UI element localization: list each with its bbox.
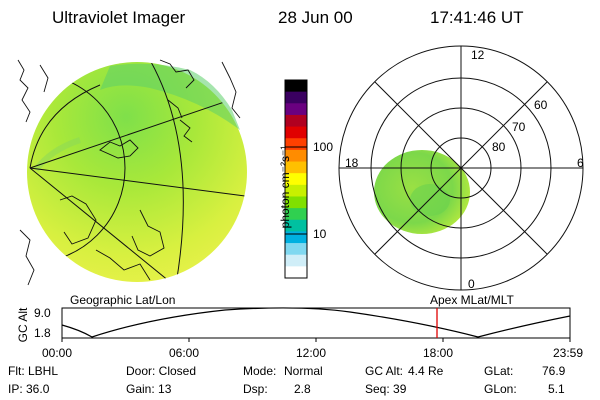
colorbar-swatch [285,173,307,186]
colorbar-swatch [285,126,307,139]
colorbar-swatch [285,149,307,163]
colorbar-swatch [285,196,307,209]
status-glon-value: 5.1 [548,382,565,396]
colorbar-swatch [285,208,307,221]
colorbar-swatches [285,80,307,279]
colorbar-swatch [285,114,307,128]
colorbar-swatch [285,161,307,174]
status-glat-value: 76.9 [542,364,566,378]
status-dsp-value: 2.8 [294,382,311,396]
mlt-label-12: 12 [471,48,485,62]
colorbar-swatch [285,219,307,232]
status-glat-label: GLat: [484,364,514,378]
mlt-label-18: 18 [345,156,359,170]
status-glon-label: GLon: [484,382,517,396]
date-label: 28 Jun 00 [278,8,353,27]
lat-label-70: 70 [512,120,526,134]
status-door: Door: Closed [126,364,197,378]
status-mode-value: Normal [284,364,323,378]
status-dsp-label: Dsp: [243,382,268,396]
status-filter: Flt: LBHL [8,364,59,378]
timeline-xtick-1800: 18:00 [423,346,454,360]
timeline-xtick-0600: 06:00 [169,346,200,360]
right-map-label: Apex MLat/MLT [430,293,514,307]
status-gc-alt-value: 4.4 Re [408,364,444,378]
status-seq: Seq: 39 [365,382,407,396]
timeline-axis-label: GC Alt [16,307,30,343]
colorbar-swatch [285,254,307,267]
coastlines [17,59,241,286]
polar-grid [338,45,584,291]
time-label: 17:41:46 UT [430,8,524,27]
timeline-ytick-high: 9.0 [34,306,51,320]
timeline-xtick-0000: 00:00 [42,346,73,360]
status-mode-label: Mode: [243,364,277,378]
colorbar-swatch [285,80,307,93]
timeline-xtick-2359: 23:59 [553,346,584,360]
status-gain: Gain: 13 [126,382,172,396]
colorbar-tick-10: 10 [313,227,327,241]
colorbar-tick-100: 100 [313,140,334,154]
timeline-xtick-1200: 12:00 [296,346,327,360]
mlt-label-0: 0 [468,277,475,291]
mlt-label-6: 6 [577,156,584,170]
status-gc-alt-label: GC Alt: [365,364,404,378]
left-map-label: Geographic Lat/Lon [70,293,176,307]
colorbar-swatch [285,103,307,116]
status-ip: IP: 36.0 [8,382,50,396]
colorbar-swatch [285,243,307,256]
colorbar-swatch [285,91,307,104]
colorbar-swatch [285,266,307,279]
instrument-title: Ultraviolet Imager [52,8,186,27]
lat-label-80: 80 [492,140,506,154]
uv-disk-image [27,62,247,282]
colorbar-swatch [285,184,307,197]
altitude-curve [61,307,571,338]
timeline-ytick-low: 1.8 [34,326,51,340]
lat-label-60: 60 [534,98,548,112]
